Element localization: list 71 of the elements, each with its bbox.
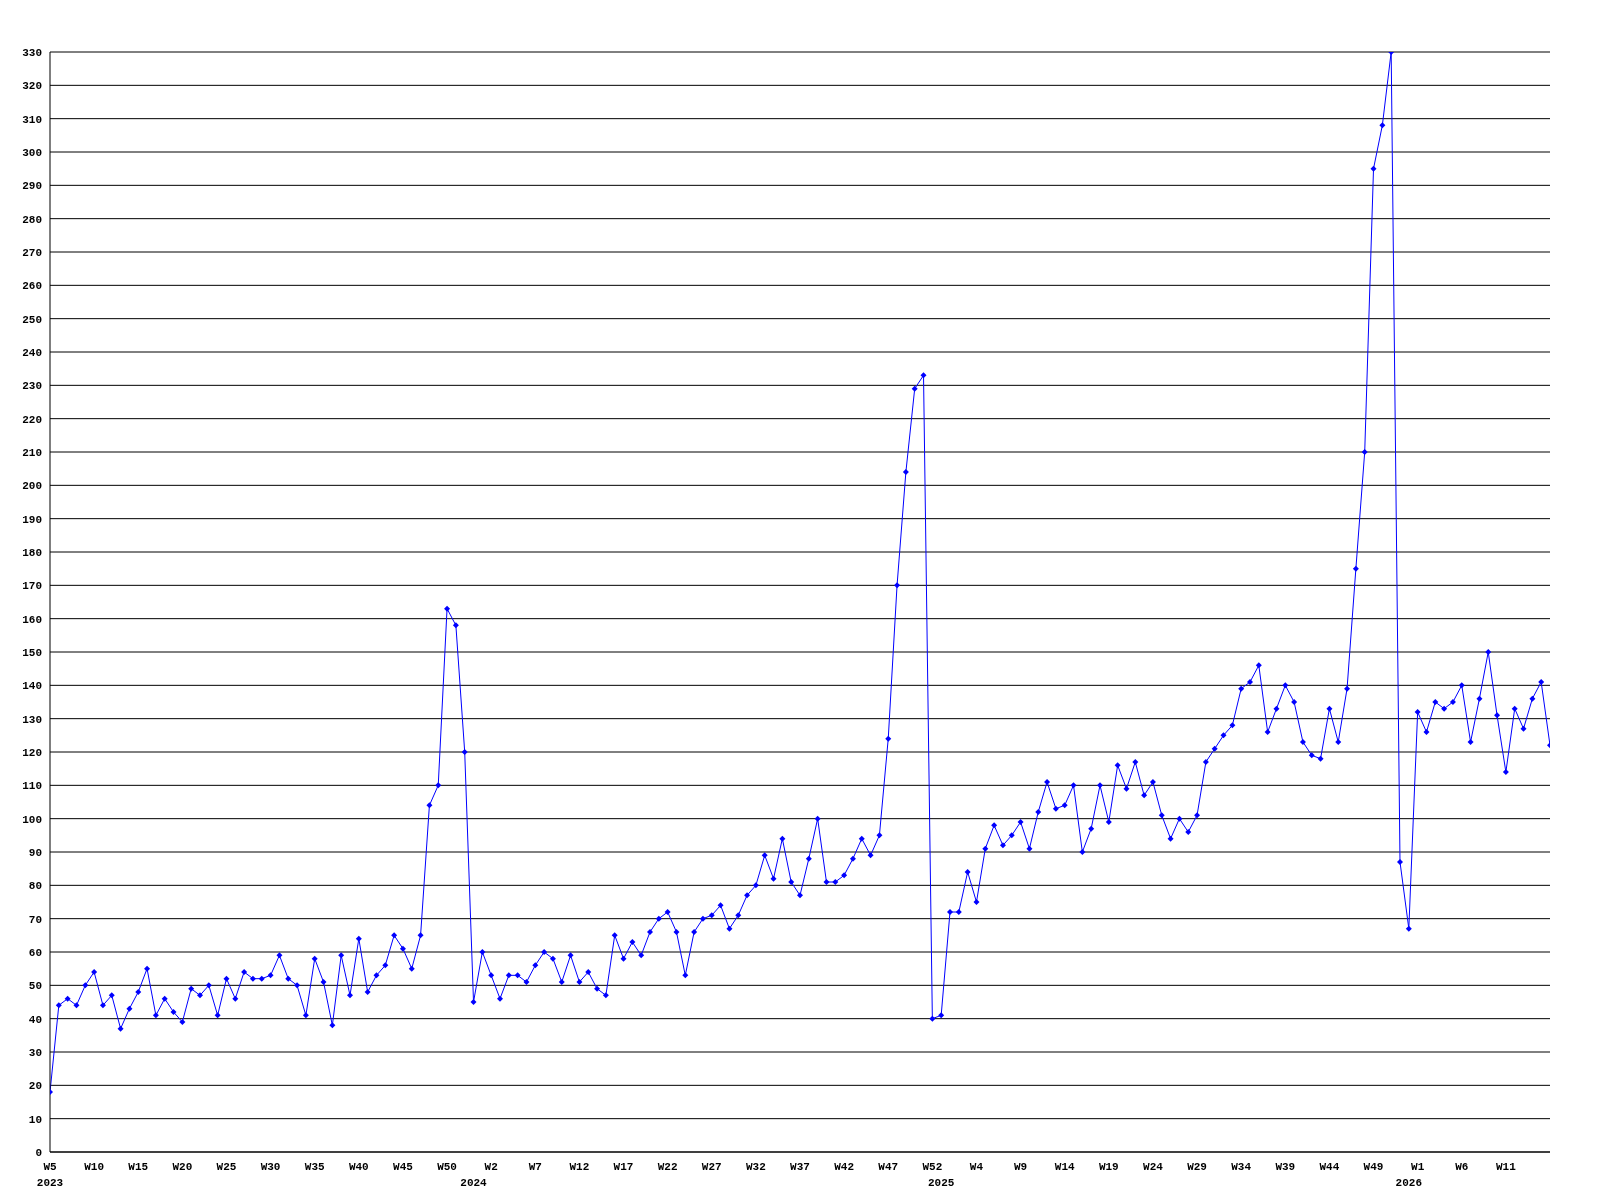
x-tick-label: W52 — [922, 1161, 943, 1173]
x-tick-label: W35 — [304, 1161, 325, 1173]
x-tick-label: W19 — [1098, 1161, 1119, 1173]
x-tick-label: W34 — [1231, 1161, 1252, 1173]
y-tick-label: 310 — [22, 113, 42, 126]
y-tick-label: 260 — [22, 280, 42, 293]
y-tick-label: 130 — [22, 713, 42, 726]
y-tick-label: 150 — [22, 646, 42, 659]
x-tick-label: W6 — [1455, 1161, 1469, 1173]
y-tick-label: 140 — [22, 680, 42, 693]
y-tick-label: 240 — [22, 346, 42, 359]
y-tick-label: 20 — [28, 1080, 42, 1093]
x-tick-label: 2024 — [460, 1177, 488, 1189]
y-tick-label: 330 — [22, 46, 42, 59]
y-tick-label: 0 — [35, 1146, 42, 1159]
x-tick-label: W42 — [834, 1161, 855, 1173]
x-tick-label: W27 — [701, 1161, 722, 1173]
x-tick-label: W7 — [528, 1161, 542, 1173]
y-tick-label: 60 — [28, 946, 42, 959]
x-tick-label: W32 — [745, 1161, 766, 1173]
x-tick-label: W22 — [657, 1161, 678, 1173]
x-tick-label: W15 — [128, 1161, 149, 1173]
y-tick-label: 190 — [22, 513, 42, 526]
y-tick-label: 90 — [28, 846, 42, 859]
y-tick-label: 280 — [22, 213, 42, 226]
y-tick-label: 270 — [22, 246, 42, 259]
y-tick-label: 110 — [22, 780, 42, 793]
x-tick-label: W24 — [1143, 1161, 1164, 1173]
x-tick-label: W17 — [613, 1161, 634, 1173]
y-tick-label: 30 — [28, 1046, 42, 1059]
x-tick-label: W40 — [348, 1161, 369, 1173]
y-tick-label: 80 — [28, 880, 42, 893]
x-tick-label: W29 — [1187, 1161, 1207, 1173]
y-tick-label: 290 — [22, 180, 42, 193]
x-tick-label: W4 — [969, 1161, 984, 1173]
x-tick-label: W10 — [84, 1161, 105, 1173]
x-tick-label: W44 — [1319, 1161, 1340, 1173]
x-tick-label: W12 — [569, 1161, 590, 1173]
y-tick-label: 160 — [22, 613, 42, 626]
x-tick-label: W45 — [393, 1161, 414, 1173]
x-tick-label: W39 — [1275, 1161, 1296, 1173]
y-tick-label: 320 — [22, 80, 42, 93]
y-tick-label: 200 — [22, 480, 42, 493]
y-tick-label: 40 — [28, 1013, 42, 1026]
y-tick-label: 120 — [22, 746, 42, 759]
x-tick-label: W30 — [260, 1161, 281, 1173]
x-tick-label: W2 — [484, 1161, 498, 1173]
x-tick-label: W9 — [1013, 1161, 1028, 1173]
y-tick-label: 70 — [28, 913, 42, 926]
y-tick-label: 180 — [22, 546, 42, 559]
x-tick-label: W50 — [437, 1161, 457, 1173]
y-tick-label: 170 — [22, 580, 42, 593]
x-tick-label: 2025 — [927, 1177, 955, 1189]
x-tick-label: W5 2023 — [36, 1161, 64, 1189]
y-tick-label: 100 — [22, 813, 42, 826]
x-tick-label: W1 — [1411, 1161, 1425, 1173]
x-tick-label: 2026 — [1395, 1177, 1423, 1189]
y-tick-label: 50 — [28, 980, 42, 993]
y-tick-label: 250 — [22, 313, 42, 326]
x-tick-label: W47 — [878, 1161, 899, 1173]
x-tick-label: W25 — [216, 1161, 237, 1173]
x-tick-label: W49 — [1363, 1161, 1384, 1173]
y-tick-label: 210 — [22, 446, 42, 459]
y-tick-label: 220 — [22, 413, 42, 426]
x-tick-label: W14 — [1054, 1161, 1075, 1173]
y-tick-label: 300 — [22, 146, 42, 159]
y-tick-label: 10 — [28, 1113, 42, 1126]
x-tick-label: W20 — [172, 1161, 193, 1173]
y-tick-label: 230 — [22, 380, 42, 393]
x-tick-label: W37 — [790, 1161, 810, 1173]
x-tick-label: W11 — [1495, 1161, 1517, 1173]
